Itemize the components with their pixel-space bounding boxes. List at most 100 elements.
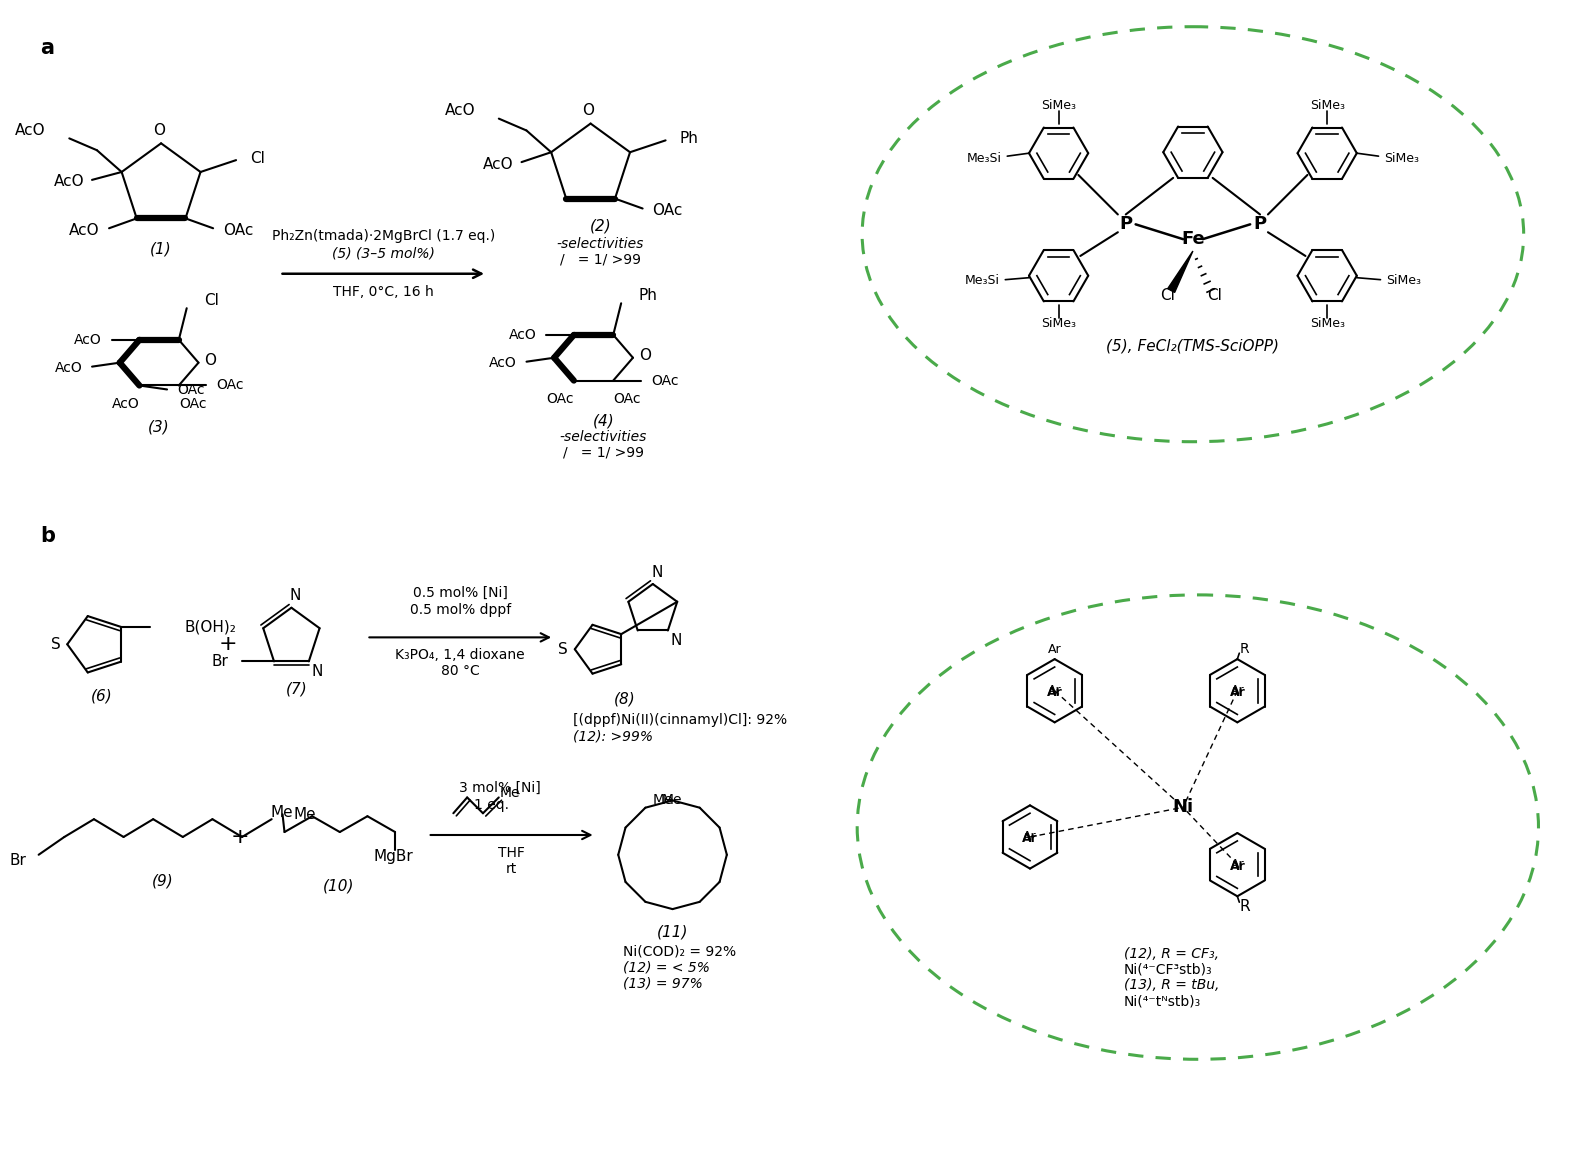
Text: AcO: AcO <box>68 222 99 238</box>
Text: SiMe₃: SiMe₃ <box>1041 317 1077 330</box>
Text: AcO: AcO <box>54 174 84 190</box>
Text: THF: THF <box>497 846 526 860</box>
Text: Cl: Cl <box>1161 288 1175 303</box>
Text: Ph₂Zn(tmada)·2MgBrCl (1.7 eq.): Ph₂Zn(tmada)·2MgBrCl (1.7 eq.) <box>272 229 494 243</box>
Text: Me: Me <box>652 793 673 807</box>
Text: Ar: Ar <box>1230 860 1246 873</box>
Text: Me: Me <box>294 807 316 821</box>
Text: +: + <box>231 827 249 847</box>
Text: Ph: Ph <box>679 131 698 146</box>
Text: Ar: Ar <box>1048 684 1061 697</box>
Text: N: N <box>669 633 682 648</box>
Text: AcO: AcO <box>74 332 103 346</box>
Text: O: O <box>204 353 216 369</box>
Text: Br: Br <box>9 853 27 868</box>
Text: (12) = < 5%: (12) = < 5% <box>624 961 711 975</box>
Text: 80 °C: 80 °C <box>441 663 480 677</box>
Text: (6): (6) <box>92 688 112 703</box>
Text: OAc: OAc <box>651 373 679 387</box>
Text: OAc: OAc <box>613 392 641 406</box>
Text: /   = 1/ >99: / = 1/ >99 <box>564 446 644 460</box>
Text: (13), R = tBu,: (13), R = tBu, <box>1124 978 1219 992</box>
Text: AcO: AcO <box>112 397 139 411</box>
Text: Ar: Ar <box>1047 687 1063 700</box>
Text: OAc: OAc <box>223 222 253 238</box>
Text: Cl: Cl <box>204 292 219 308</box>
Text: N: N <box>651 565 663 579</box>
Text: N: N <box>311 663 322 679</box>
Text: (5), FeCl₂(TMS-SciOPP): (5), FeCl₂(TMS-SciOPP) <box>1107 338 1279 353</box>
Text: MgBr: MgBr <box>373 849 414 865</box>
Text: OAc: OAc <box>546 392 573 406</box>
Text: /   = 1/ >99: / = 1/ >99 <box>561 253 641 267</box>
Text: (5) (3–5 mol%): (5) (3–5 mol%) <box>332 247 434 261</box>
Text: OAc: OAc <box>216 379 243 392</box>
Text: Ph: Ph <box>639 288 658 303</box>
Text: Ni(⁴⁻tᴺstb)₃: Ni(⁴⁻tᴺstb)₃ <box>1124 994 1202 1009</box>
Text: (1): (1) <box>150 241 172 256</box>
Text: -selectivities: -selectivities <box>559 429 647 443</box>
Text: Me: Me <box>662 793 682 807</box>
Text: 1 eq.: 1 eq. <box>474 798 510 812</box>
Text: (13) = 97%: (13) = 97% <box>624 976 703 990</box>
Text: a: a <box>41 39 55 58</box>
Text: AcO: AcO <box>14 123 46 138</box>
Text: P: P <box>1120 215 1132 233</box>
Text: AcO: AcO <box>508 328 537 342</box>
Text: rt: rt <box>505 861 518 875</box>
Text: -selectivities: -selectivities <box>557 238 644 252</box>
Text: (3): (3) <box>148 419 171 434</box>
Text: O: O <box>639 349 651 363</box>
Text: (4): (4) <box>592 413 614 428</box>
Text: (11): (11) <box>657 924 688 940</box>
Text: Ni: Ni <box>1173 798 1194 817</box>
Text: Ar: Ar <box>1048 642 1061 655</box>
Polygon shape <box>1168 252 1192 292</box>
Text: Me: Me <box>499 786 519 800</box>
Text: AcO: AcO <box>54 360 82 374</box>
Text: Ar: Ar <box>1230 858 1244 872</box>
Text: Ni(⁴⁻CF³stb)₃: Ni(⁴⁻CF³stb)₃ <box>1124 963 1213 977</box>
Text: P: P <box>1254 215 1266 233</box>
Text: b: b <box>41 525 55 545</box>
Text: SiMe₃: SiMe₃ <box>1309 99 1345 112</box>
Text: R: R <box>1240 899 1251 914</box>
Text: (9): (9) <box>152 874 174 889</box>
Text: R: R <box>1240 642 1249 656</box>
Text: 0.5 mol% dppf: 0.5 mol% dppf <box>409 603 512 617</box>
Text: OAc: OAc <box>178 397 207 411</box>
Text: Ni(COD)₂ = 92%: Ni(COD)₂ = 92% <box>624 944 736 958</box>
Text: Me: Me <box>270 805 292 820</box>
Text: O: O <box>153 123 166 138</box>
Text: Ar: Ar <box>1230 684 1244 697</box>
Text: S: S <box>51 636 60 652</box>
Text: AcO: AcO <box>445 103 475 118</box>
Text: SiMe₃: SiMe₃ <box>1041 99 1077 112</box>
Text: OAc: OAc <box>177 384 204 398</box>
Text: Ar: Ar <box>1023 831 1037 844</box>
Text: S: S <box>557 641 568 656</box>
Text: Br: Br <box>212 654 229 669</box>
Text: Me₃Si: Me₃Si <box>966 152 1001 165</box>
Text: AcO: AcO <box>483 157 513 172</box>
Text: SiMe₃: SiMe₃ <box>1309 317 1345 330</box>
Text: 3 mol% [Ni]: 3 mol% [Ni] <box>459 780 540 794</box>
Text: O: O <box>583 103 595 118</box>
Text: Fe: Fe <box>1181 230 1205 248</box>
Text: (8): (8) <box>614 691 636 707</box>
Text: K₃PO₄, 1,4 dioxane: K₃PO₄, 1,4 dioxane <box>395 648 526 662</box>
Text: (10): (10) <box>324 879 355 894</box>
Text: THF, 0°C, 16 h: THF, 0°C, 16 h <box>333 284 434 298</box>
Text: (2): (2) <box>589 219 611 234</box>
Text: SiMe₃: SiMe₃ <box>1385 152 1420 165</box>
Text: 0.5 mol% [Ni]: 0.5 mol% [Ni] <box>412 586 508 600</box>
Text: (7): (7) <box>286 681 308 696</box>
Text: Cl: Cl <box>1208 288 1222 303</box>
Text: +: + <box>219 634 237 654</box>
Text: [(dppf)Ni(II)(cinnamyl)Cl]: 92%: [(dppf)Ni(II)(cinnamyl)Cl]: 92% <box>573 714 786 728</box>
Text: N: N <box>289 589 302 604</box>
Text: Me₃Si: Me₃Si <box>965 274 1000 287</box>
Text: Cl: Cl <box>249 151 265 166</box>
Text: AcO: AcO <box>489 356 516 370</box>
Text: Ar: Ar <box>1022 832 1037 846</box>
